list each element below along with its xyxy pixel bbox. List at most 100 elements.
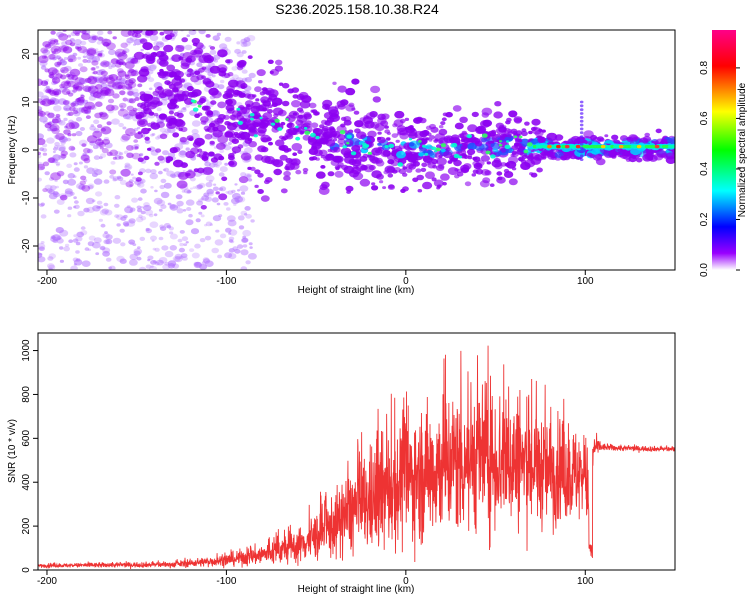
spectrogram-cell <box>436 144 442 149</box>
spectrogram-cell <box>579 150 584 154</box>
spectrogram-cell <box>66 78 75 84</box>
spectrogram-cell <box>47 99 55 105</box>
spectrogram-cell <box>193 168 200 173</box>
spectrogram-cell <box>185 219 194 226</box>
spectrogram-cell <box>53 13 58 17</box>
spectrogram-cell <box>528 153 533 157</box>
spectrogram-cell <box>436 157 447 166</box>
spectrogram-cell <box>505 120 511 125</box>
spectrogram-cell <box>254 154 264 161</box>
spectrogram-cell <box>369 111 378 118</box>
spectrogram-cell <box>67 80 76 88</box>
spectrogram-cell <box>168 226 174 231</box>
spectrogram-cell <box>431 146 437 151</box>
snr-y-tick-label: 200 <box>21 517 32 534</box>
spectrogram-cell <box>51 77 61 84</box>
spectrogram-cell <box>388 184 395 189</box>
spectrogram-cell <box>454 122 464 130</box>
spectrogram-cell <box>150 235 157 241</box>
spectrogram-cell <box>129 207 136 212</box>
snr-panel: -200 -100 0 100 0 200 400 600 800 1000 Height of… <box>7 332 676 595</box>
spectrogram-cell <box>51 98 60 105</box>
spectrogram-cell <box>72 84 80 90</box>
spectrogram-cell <box>123 19 131 25</box>
spectrogram-cell <box>419 130 429 138</box>
spectrogram-cell <box>116 223 121 227</box>
spectrogram-cell <box>196 153 201 158</box>
spectrogram-cell <box>95 84 103 90</box>
spectrogram-cell <box>98 218 103 222</box>
spectrogram-cell <box>500 148 507 153</box>
spectrogram-cell <box>140 188 147 194</box>
spectrogram-cell <box>506 140 510 143</box>
spectrogram-cell <box>181 190 186 193</box>
spectrogram-cell <box>47 112 55 119</box>
spectrogram-cell <box>120 105 124 108</box>
spectrogram-cell <box>344 156 355 164</box>
spectrogram-cell <box>513 116 523 123</box>
spectrogram-cell <box>127 69 137 77</box>
spectrogram-cell <box>513 135 518 138</box>
spectrogram-cell <box>431 177 437 182</box>
spectrogram-cell <box>504 144 511 149</box>
spectrogram-cell <box>121 62 127 66</box>
spectrogram-cell <box>119 258 127 264</box>
spectrogram-cell <box>442 181 447 186</box>
spectrogram-cell <box>247 55 253 59</box>
spectrogram-cell <box>190 99 195 103</box>
spectrogram-cell <box>63 246 70 252</box>
spectrogram-cell <box>91 35 99 41</box>
spectrogram-cell <box>217 101 227 109</box>
spectrogram-cell <box>579 146 584 150</box>
spectrogram-cell <box>111 81 123 90</box>
spectrogram-cell <box>169 147 178 154</box>
spectrogram-cell <box>272 159 284 168</box>
spectrogram-y-tick-label: -10 <box>21 190 32 205</box>
spectrogram-cell <box>134 132 144 139</box>
spectrogram-cell <box>55 133 65 141</box>
spectrogram-cell <box>390 160 399 167</box>
spectrogram-cell <box>240 210 248 216</box>
spectrogram-cell <box>243 213 248 216</box>
spectrogram-cell <box>63 33 67 37</box>
spectrogram-cell <box>38 203 41 206</box>
spectrogram-cell <box>215 191 220 195</box>
spectrogram-cell <box>75 236 83 242</box>
spectrogram-cell <box>106 121 112 126</box>
spectrogram-cell <box>139 152 144 156</box>
spectrogram-cell <box>90 13 100 20</box>
spectrogram-cell <box>128 179 134 183</box>
spectrogram-cell <box>70 13 75 17</box>
spectrogram-cell <box>339 130 346 135</box>
spectrogram-cell <box>202 257 210 263</box>
spectrogram-cell <box>198 211 203 215</box>
spectrogram-cell <box>99 112 109 120</box>
spectrogram-cell <box>621 152 627 156</box>
spectrogram-cell <box>115 62 122 68</box>
spectrogram-cell <box>114 155 122 160</box>
spectrogram-cell <box>496 171 503 176</box>
spectrogram-cell <box>334 155 344 163</box>
spectrogram-cell <box>327 153 333 159</box>
spectrogram-cell <box>473 156 481 162</box>
spectrogram-cell <box>200 214 205 218</box>
spectrogram-cell <box>102 61 107 66</box>
spectrogram-cell <box>47 89 52 93</box>
spectrogram-cell <box>302 134 311 141</box>
spectrogram-cell <box>53 134 60 140</box>
spectrogram-cell <box>375 149 381 154</box>
spectrogram-cell <box>100 126 112 135</box>
spectrogram-cell <box>163 182 172 189</box>
spectrogram-cell <box>242 77 248 82</box>
spectrogram-cell <box>247 137 253 142</box>
spectrogram-cell <box>154 247 160 252</box>
spectrogram-cell <box>162 150 169 156</box>
spectrogram-cell <box>185 150 196 159</box>
spectrogram-cell <box>319 124 325 129</box>
spectrogram-cell <box>332 81 337 86</box>
spectrogram-cell <box>579 131 584 135</box>
spectrogram-cell <box>279 154 288 161</box>
spectrogram-cell <box>200 205 207 210</box>
spectrogram-cell <box>86 49 97 57</box>
spectrogram-cell <box>91 241 101 249</box>
